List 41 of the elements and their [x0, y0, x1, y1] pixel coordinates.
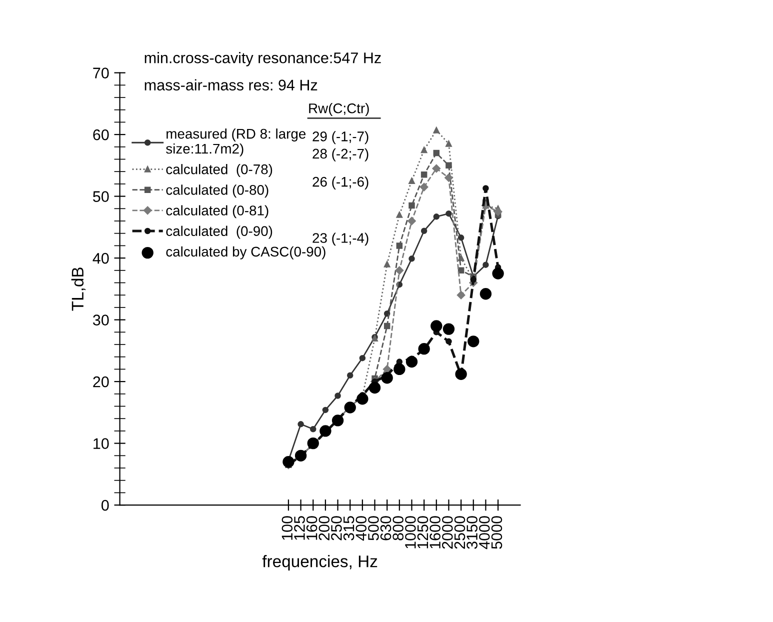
legend-label: calculated (0-81)	[166, 205, 268, 218]
x-tick-label: 5000	[491, 516, 502, 549]
annotation: mass-air-mass res: 94 Hz	[144, 79, 318, 90]
x-tick-label: 4000	[478, 516, 490, 550]
x-tick-label: 1250	[417, 516, 428, 548]
annotation: 26 (-1;-6)	[312, 176, 368, 190]
y-tick-label: 30	[92, 314, 109, 326]
y-tick-label: 60	[93, 129, 109, 140]
x-tick-label: 2000	[442, 516, 453, 549]
x-tick-label: 630	[380, 516, 392, 540]
legend-label: calculated (0-80)	[166, 184, 268, 198]
x-tick-label: 1000	[405, 516, 416, 548]
x-tick-label: 315	[343, 516, 354, 540]
legend-label: calculated (0-78)	[166, 164, 272, 177]
y-tick-label: 20	[93, 376, 109, 388]
x-tick-label: 1600	[430, 516, 440, 548]
y-axis-title: TL,dB	[71, 268, 86, 311]
x-tick-label: 200	[318, 516, 330, 540]
x-tick-label: 125	[294, 516, 305, 540]
x-tick-label: 500	[368, 516, 379, 540]
annotation: Rw(C;Ctr)	[309, 103, 369, 116]
y-tick-label: 0	[102, 500, 109, 511]
legend-label: calculated (0-90)	[166, 226, 272, 239]
y-tick-label: 10	[94, 438, 109, 449]
x-tick-label: 160	[306, 516, 318, 540]
y-tick-label: 50	[93, 191, 109, 202]
annotation: 29 (-1;-7)	[312, 131, 368, 144]
text: min.cross-cavity resonance:547 Hz	[144, 52, 381, 66]
y-tick-label: 70	[93, 68, 109, 78]
annotation: 28 (-2;-7)	[312, 148, 368, 162]
annotation: 23 (-1;-4)	[312, 232, 368, 246]
x-tick-label: 800	[392, 516, 404, 540]
legend-label: calculated by CASC(0-90)	[166, 246, 326, 260]
x-tick-label: 250	[331, 516, 342, 540]
x-tick-label: 2500	[454, 516, 466, 549]
x-axis-title: frequencies, Hz	[262, 555, 378, 571]
x-tick-label: 400	[356, 516, 367, 541]
legend-label: measured (RD 8: large size:11.7m2)	[166, 128, 306, 156]
x-tick-label: 100	[282, 516, 293, 540]
x-tick-label: 3150	[466, 516, 478, 549]
y-tick-label: 40	[92, 252, 109, 264]
